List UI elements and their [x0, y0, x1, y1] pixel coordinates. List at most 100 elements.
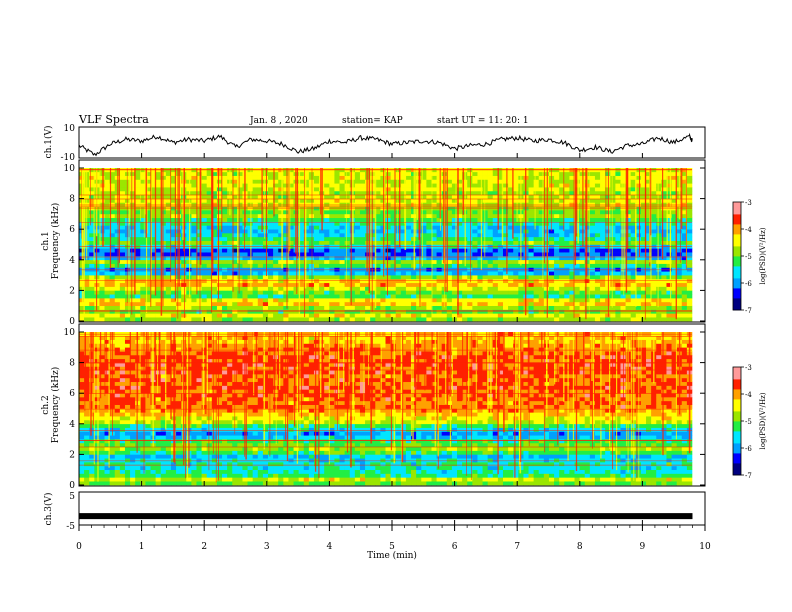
spectrogram-cell	[543, 187, 550, 192]
spectrogram-cell	[365, 183, 371, 188]
spectrogram-cell	[196, 313, 202, 318]
spectrogram-cell	[252, 290, 259, 295]
spectrogram-cell	[119, 194, 126, 199]
spectrogram-cell	[615, 259, 621, 264]
spectrogram-cell	[201, 278, 208, 284]
spectrogram-cell	[497, 278, 504, 284]
spectrogram-cell	[600, 236, 606, 241]
spectrogram-cell	[497, 175, 504, 180]
spectrogram-cell	[569, 305, 575, 310]
spectrogram-cell	[446, 190, 453, 196]
spectrogram-cell	[339, 183, 345, 188]
spectrogram-cell	[181, 305, 187, 310]
spectrogram-cell	[482, 313, 488, 318]
spectrogram-cell	[196, 229, 202, 234]
spectrogram-cell	[405, 236, 412, 241]
spectrogram-cell	[273, 187, 279, 192]
spectrogram-cell	[288, 298, 294, 303]
spectrogram-cell	[283, 298, 289, 303]
spectrogram-cell	[145, 305, 151, 310]
spectrogram-cell	[119, 252, 126, 257]
spectrogram-cell	[671, 198, 677, 203]
spectrogram-cell	[492, 252, 499, 257]
spectrogram-cell	[349, 313, 356, 318]
spectrogram-cell	[457, 294, 463, 299]
spectrogram-cell	[681, 183, 688, 188]
spectrogram-cell	[334, 225, 340, 230]
spectrogram-cell	[451, 183, 458, 188]
spectrogram-cell	[661, 298, 667, 303]
spectrogram-cell	[89, 202, 95, 207]
spectrogram-cell	[538, 175, 545, 180]
spectrogram-cell	[119, 294, 126, 299]
spectrogram-cell	[104, 175, 110, 180]
spectrogram-cell	[502, 202, 509, 207]
spectrogram-cell	[79, 286, 85, 291]
spectrogram-cell	[681, 286, 688, 291]
spectrogram-cell	[140, 221, 146, 226]
spectrogram-cell	[686, 194, 693, 199]
spectrogram-cell	[232, 229, 238, 234]
spectrogram-cell	[487, 290, 494, 295]
spectrogram-cell	[119, 221, 126, 226]
spectrogram-cell	[104, 233, 110, 238]
spectrogram-cell	[211, 202, 218, 207]
spectrogram-cell	[257, 236, 264, 241]
spectrogram-cell	[354, 248, 361, 253]
spectrogram-cell	[681, 305, 688, 310]
spectrogram-cell	[339, 259, 345, 264]
spectrogram-cell	[222, 202, 228, 207]
spectrogram-cell	[339, 175, 345, 180]
spectrogram-cell	[533, 305, 540, 310]
spectrogram-cell	[390, 248, 397, 253]
spectrogram-cell	[615, 290, 621, 295]
spectrogram-cell	[155, 301, 162, 307]
spectrogram-cell	[646, 259, 652, 264]
spectrogram-cell	[579, 275, 586, 280]
spectrogram-cell	[339, 236, 345, 241]
spectrogram-cell	[170, 290, 177, 295]
spectrogram-cell	[487, 179, 494, 184]
spectrogram-cell	[482, 278, 488, 284]
spectrogram-cell	[130, 301, 136, 307]
spectrogram-cell	[666, 198, 672, 203]
spectrogram-cell	[686, 221, 693, 226]
spectrogram-cell	[262, 202, 269, 207]
spectrogram-cell	[446, 240, 453, 245]
spectrogram-cell	[196, 187, 202, 192]
spectrogram-cell	[119, 278, 126, 284]
spectrogram-cell	[359, 229, 366, 234]
spectrogram-cell	[681, 221, 688, 226]
spectrogram-cell	[124, 313, 131, 318]
spectrogram-cell	[375, 229, 381, 234]
spectrogram-cell	[365, 275, 371, 280]
spectrogram-cell	[298, 301, 305, 307]
spectrogram-cell	[99, 213, 105, 219]
spectrogram-cell	[610, 175, 616, 180]
spectrogram-cell	[600, 190, 606, 196]
spectrogram-cell	[344, 294, 351, 299]
spectrogram-cell	[232, 294, 238, 299]
spectrogram-cell	[232, 259, 238, 264]
spectrogram-cell	[635, 213, 642, 219]
spectrogram-cell	[605, 225, 611, 230]
spectrogram-cell	[615, 263, 621, 268]
spectrogram-cell	[201, 275, 208, 280]
spectrogram-cell	[431, 298, 437, 303]
spectrogram-cell	[416, 305, 422, 310]
spectrogram-cell	[426, 286, 432, 291]
spectrogram-cell	[446, 198, 453, 203]
spectrogram-cell	[405, 229, 412, 234]
spectrogram-cell	[349, 305, 356, 310]
spectrogram-cell	[79, 240, 85, 245]
spectrogram-cell	[206, 213, 213, 219]
spectrogram-cell	[487, 248, 494, 253]
spectrogram-cell	[227, 263, 233, 268]
spectrogram-cell	[640, 217, 647, 222]
spectrogram-cell	[600, 305, 606, 310]
spectrogram-cell	[467, 221, 473, 226]
spectrogram-cell	[681, 229, 688, 234]
spectrogram-cell	[538, 198, 545, 203]
spectrogram-cell	[150, 294, 156, 299]
spectrogram-cell	[99, 236, 105, 241]
